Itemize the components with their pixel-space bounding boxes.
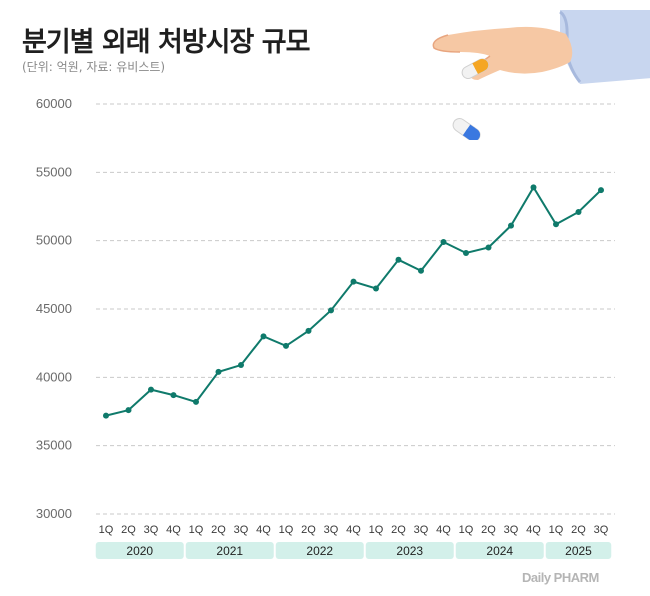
data-point — [283, 342, 289, 349]
year-label: 2024 — [486, 544, 513, 558]
data-point — [553, 221, 559, 228]
year-band — [95, 542, 184, 559]
data-point — [305, 327, 312, 334]
data-point — [170, 392, 177, 399]
data-point — [328, 307, 334, 314]
y-tick-label: 35000 — [36, 438, 72, 453]
y-tick-label: 40000 — [36, 369, 72, 384]
year-label: 2021 — [216, 544, 243, 558]
data-point — [103, 412, 109, 419]
data-point — [440, 239, 447, 246]
x-tick-label: 3Q — [234, 524, 249, 536]
logo-text: Daily PHARM — [522, 570, 599, 585]
data-point — [530, 184, 537, 191]
x-tick-label: 1Q — [369, 524, 384, 536]
year-band — [185, 542, 274, 559]
data-point — [193, 398, 199, 405]
data-point — [125, 407, 132, 414]
data-point — [418, 267, 424, 274]
series-line — [105, 185, 602, 417]
x-tick-label: 2Q — [481, 524, 496, 536]
x-tick-label: 4Q — [166, 524, 181, 536]
x-tick-label: 3Q — [414, 524, 429, 536]
y-tick-label: 50000 — [36, 233, 72, 248]
x-tick-label: 1Q — [99, 524, 114, 536]
x-tick-label: 4Q — [346, 524, 361, 536]
data-point — [148, 386, 154, 393]
chart-subtitle: (단위: 억원, 자료: 유비스트) — [22, 60, 166, 74]
x-tick-label: 1Q — [279, 524, 294, 536]
y-tick-label: 45000 — [36, 301, 72, 316]
x-tick-label: 3Q — [144, 524, 159, 536]
y-tick-label: 55000 — [36, 164, 72, 179]
grid-lines — [96, 103, 615, 515]
data-point — [350, 278, 357, 285]
data-point — [463, 249, 469, 256]
data-point — [575, 208, 582, 215]
x-tick-label: 4Q — [436, 524, 451, 536]
x-tick-label: 3Q — [504, 524, 519, 536]
x-tick-label: 2Q — [211, 524, 226, 536]
chart-title: 분기별 외래 처방시장 규모 — [22, 27, 310, 58]
year-band — [365, 542, 454, 559]
hand-dropping-capsule-icon — [432, 10, 650, 140]
data-point — [508, 222, 514, 229]
y-tick-label: 30000 — [36, 506, 72, 521]
year-band — [545, 542, 612, 559]
x-tick-label: 2Q — [571, 524, 586, 536]
x-tick-label: 1Q — [189, 524, 204, 536]
x-tick-label: 2Q — [391, 524, 406, 536]
data-point — [485, 244, 492, 251]
x-tick-label: 2Q — [301, 524, 316, 536]
x-tick-label: 3Q — [324, 524, 339, 536]
x-tick-label: 1Q — [459, 524, 474, 536]
x-tick-label: 4Q — [256, 524, 271, 536]
series-points — [103, 184, 604, 419]
data-point — [395, 256, 402, 263]
y-axis-ticks: 30000 35000 40000 45000 50000 55000 60000 — [36, 96, 72, 521]
x-axis-ticks: 1Q 2Q 3Q 4Q 1Q 2Q 3Q 4Q 1Q 2Q 3Q 4Q 1Q 2Q 3Q 4Q 1Q 2Q 3Q 4Q… — [99, 524, 609, 536]
year-band — [455, 542, 544, 559]
year-label: 2022 — [306, 544, 333, 558]
data-point — [260, 333, 267, 340]
year-bands: 2020 2021 2022 2023 2024 2025 — [95, 542, 612, 559]
data-point — [238, 362, 244, 369]
y-tick-label: 60000 — [36, 96, 72, 111]
data-point — [373, 285, 379, 292]
x-tick-label: 1Q — [549, 524, 564, 536]
year-label: 2023 — [396, 544, 423, 558]
daily-pharm-logo: Daily PHARM — [522, 570, 599, 585]
data-point — [215, 368, 222, 375]
year-label: 2025 — [565, 544, 592, 558]
x-tick-label: 3Q — [594, 524, 609, 536]
x-tick-label: 4Q — [526, 524, 541, 536]
year-label: 2020 — [126, 544, 153, 558]
data-point — [598, 187, 604, 194]
x-tick-label: 2Q — [121, 524, 136, 536]
year-band — [275, 542, 364, 559]
